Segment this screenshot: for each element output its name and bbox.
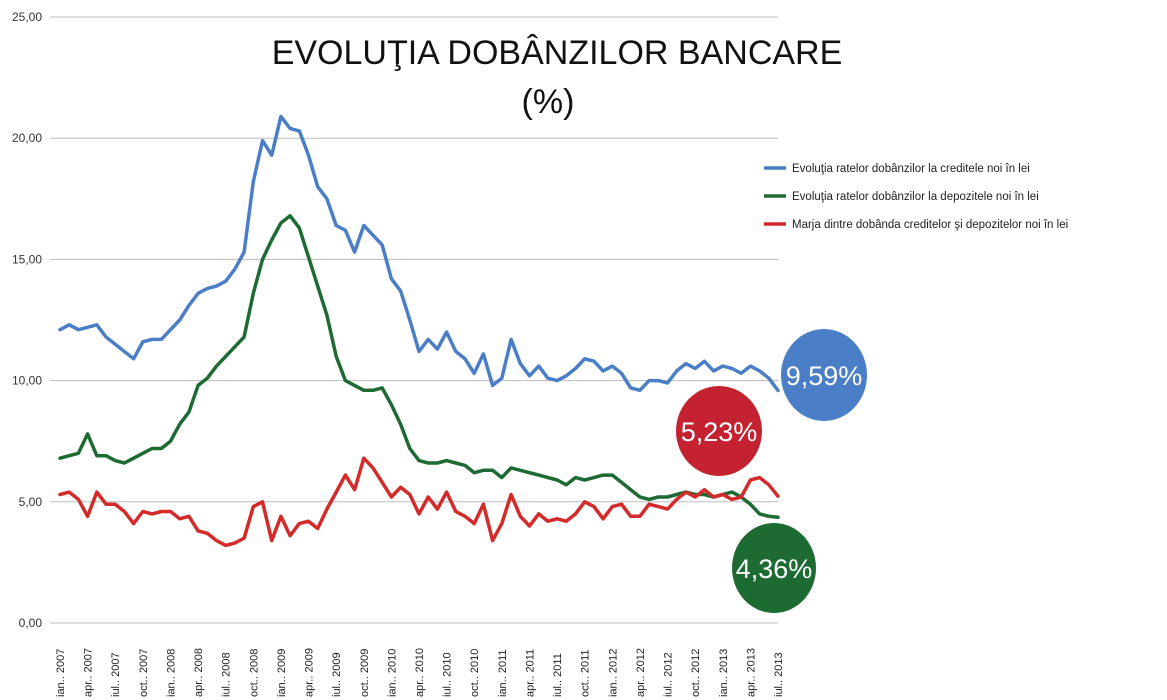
x-tick-label: iul.. 2012: [663, 652, 675, 697]
y-tick-label: 0,00: [19, 616, 43, 630]
chart-gridlines: [50, 16, 778, 624]
legend-label: Marja dintre dobânda creditelor şi depoz…: [792, 219, 1068, 231]
x-tick-label: apr.. 2010: [414, 648, 426, 697]
x-tick-label: ian.. 2012: [607, 649, 619, 697]
x-tick-label: apr.. 2013: [745, 648, 757, 697]
final-value-label: 9,59%: [786, 361, 863, 391]
x-tick-label: oct.. 2007: [138, 649, 150, 697]
final-value-badge: [781, 329, 867, 421]
x-tick-label: oct.. 2008: [248, 649, 260, 697]
final-value-badge: [732, 523, 816, 613]
x-tick-label: iul.. 2013: [773, 652, 785, 697]
legend-label: Evoluţia ratelor dobânzilor la depozitel…: [792, 191, 1039, 203]
x-tick-label: iul.. 2009: [331, 652, 343, 697]
y-tick-label: 10,00: [12, 374, 42, 388]
x-tick-label: iul.. 2010: [442, 652, 454, 697]
final-value-label: 4,36%: [736, 554, 813, 584]
x-tick-label: ian.. 2011: [497, 649, 509, 697]
x-tick-label: ian.. 2007: [55, 649, 67, 697]
x-tick-label: iul.. 2011: [552, 653, 564, 697]
chart-title: EVOLUŢIA DOBÂNZILOR BANCARE: [272, 34, 843, 72]
x-tick-label: apr.. 2007: [83, 648, 95, 697]
x-tick-label: oct.. 2010: [469, 649, 481, 697]
x-tick-label: apr.. 2012: [635, 648, 647, 697]
final-value-label: 5,23%: [681, 417, 758, 447]
x-tick-label: iul.. 2007: [110, 652, 122, 697]
final-value-badges: 9,59% 4,36% 5,23%: [676, 329, 867, 613]
x-tick-label: apr.. 2009: [304, 648, 316, 697]
series-line-2: [58, 214, 780, 520]
x-tick-label: oct.. 2011: [580, 650, 592, 698]
x-tick-label: ian.. 2013: [718, 649, 730, 697]
x-tick-label: apr.. 2011: [525, 649, 537, 697]
final-value-badge: [676, 386, 762, 476]
series-line-1: [58, 114, 780, 393]
y-axis-ticks: 0,00 5,00 10,00 15,00 20,00 25,00: [12, 10, 42, 630]
y-tick-label: 25,00: [12, 10, 42, 24]
y-tick-label: 5,00: [19, 495, 43, 509]
chart-subtitle: (%): [522, 83, 575, 121]
y-tick-label: 20,00: [12, 131, 42, 145]
x-axis-ticks: ian.. 2007 apr.. 2007 iul.. 2007 oct.. 2007…: [55, 648, 785, 697]
x-tick-label: ian.. 2010: [386, 649, 398, 697]
series-line-3: [58, 456, 780, 548]
y-tick-label: 15,00: [12, 252, 42, 266]
x-tick-label: ian.. 2009: [276, 649, 288, 697]
x-tick-label: oct.. 2009: [359, 649, 371, 697]
legend-label: Evoluţia ratelor dobânzilor la creditele…: [792, 163, 1030, 175]
chart-legend: Evoluţia ratelor dobânzilor la creditele…: [764, 163, 1068, 231]
x-tick-label: iul.. 2008: [221, 652, 233, 697]
x-tick-label: oct.. 2012: [690, 649, 702, 697]
chart-series-lines: [58, 114, 780, 548]
x-tick-label: ian.. 2008: [166, 649, 178, 697]
x-tick-label: apr.. 2008: [193, 648, 205, 697]
